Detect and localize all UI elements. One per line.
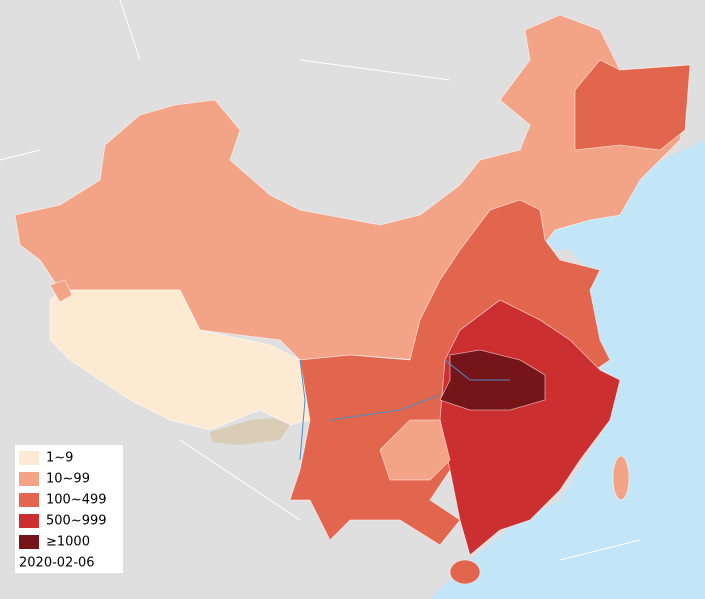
- legend-swatch: [19, 451, 39, 465]
- disputed-area: [210, 418, 290, 445]
- legend-label: 100~499: [46, 493, 107, 508]
- legend-date: 2020-02-06: [19, 556, 95, 571]
- region: [379, 419, 451, 481]
- region: [612, 455, 630, 501]
- legend-swatch: [19, 493, 39, 507]
- legend-swatch: [19, 514, 39, 528]
- borders: [0, 0, 641, 561]
- legend-label: ≥1000: [46, 535, 90, 550]
- rivers: [299, 359, 510, 461]
- legend-label: 10~99: [46, 472, 90, 487]
- sea: [430, 140, 705, 599]
- region: [574, 59, 691, 151]
- legend-label: 500~999: [46, 514, 107, 529]
- region: [449, 559, 481, 585]
- region: [49, 289, 311, 431]
- region: [14, 14, 691, 361]
- legend-swatch: [19, 535, 39, 549]
- legend-label: 1~9: [46, 451, 73, 466]
- region: [49, 279, 73, 303]
- legend-swatch: [19, 472, 39, 486]
- legend-box: [15, 445, 123, 573]
- legend: 1~9 10~99 100~499 500~999 ≥1000 2020-02-06: [15, 445, 123, 573]
